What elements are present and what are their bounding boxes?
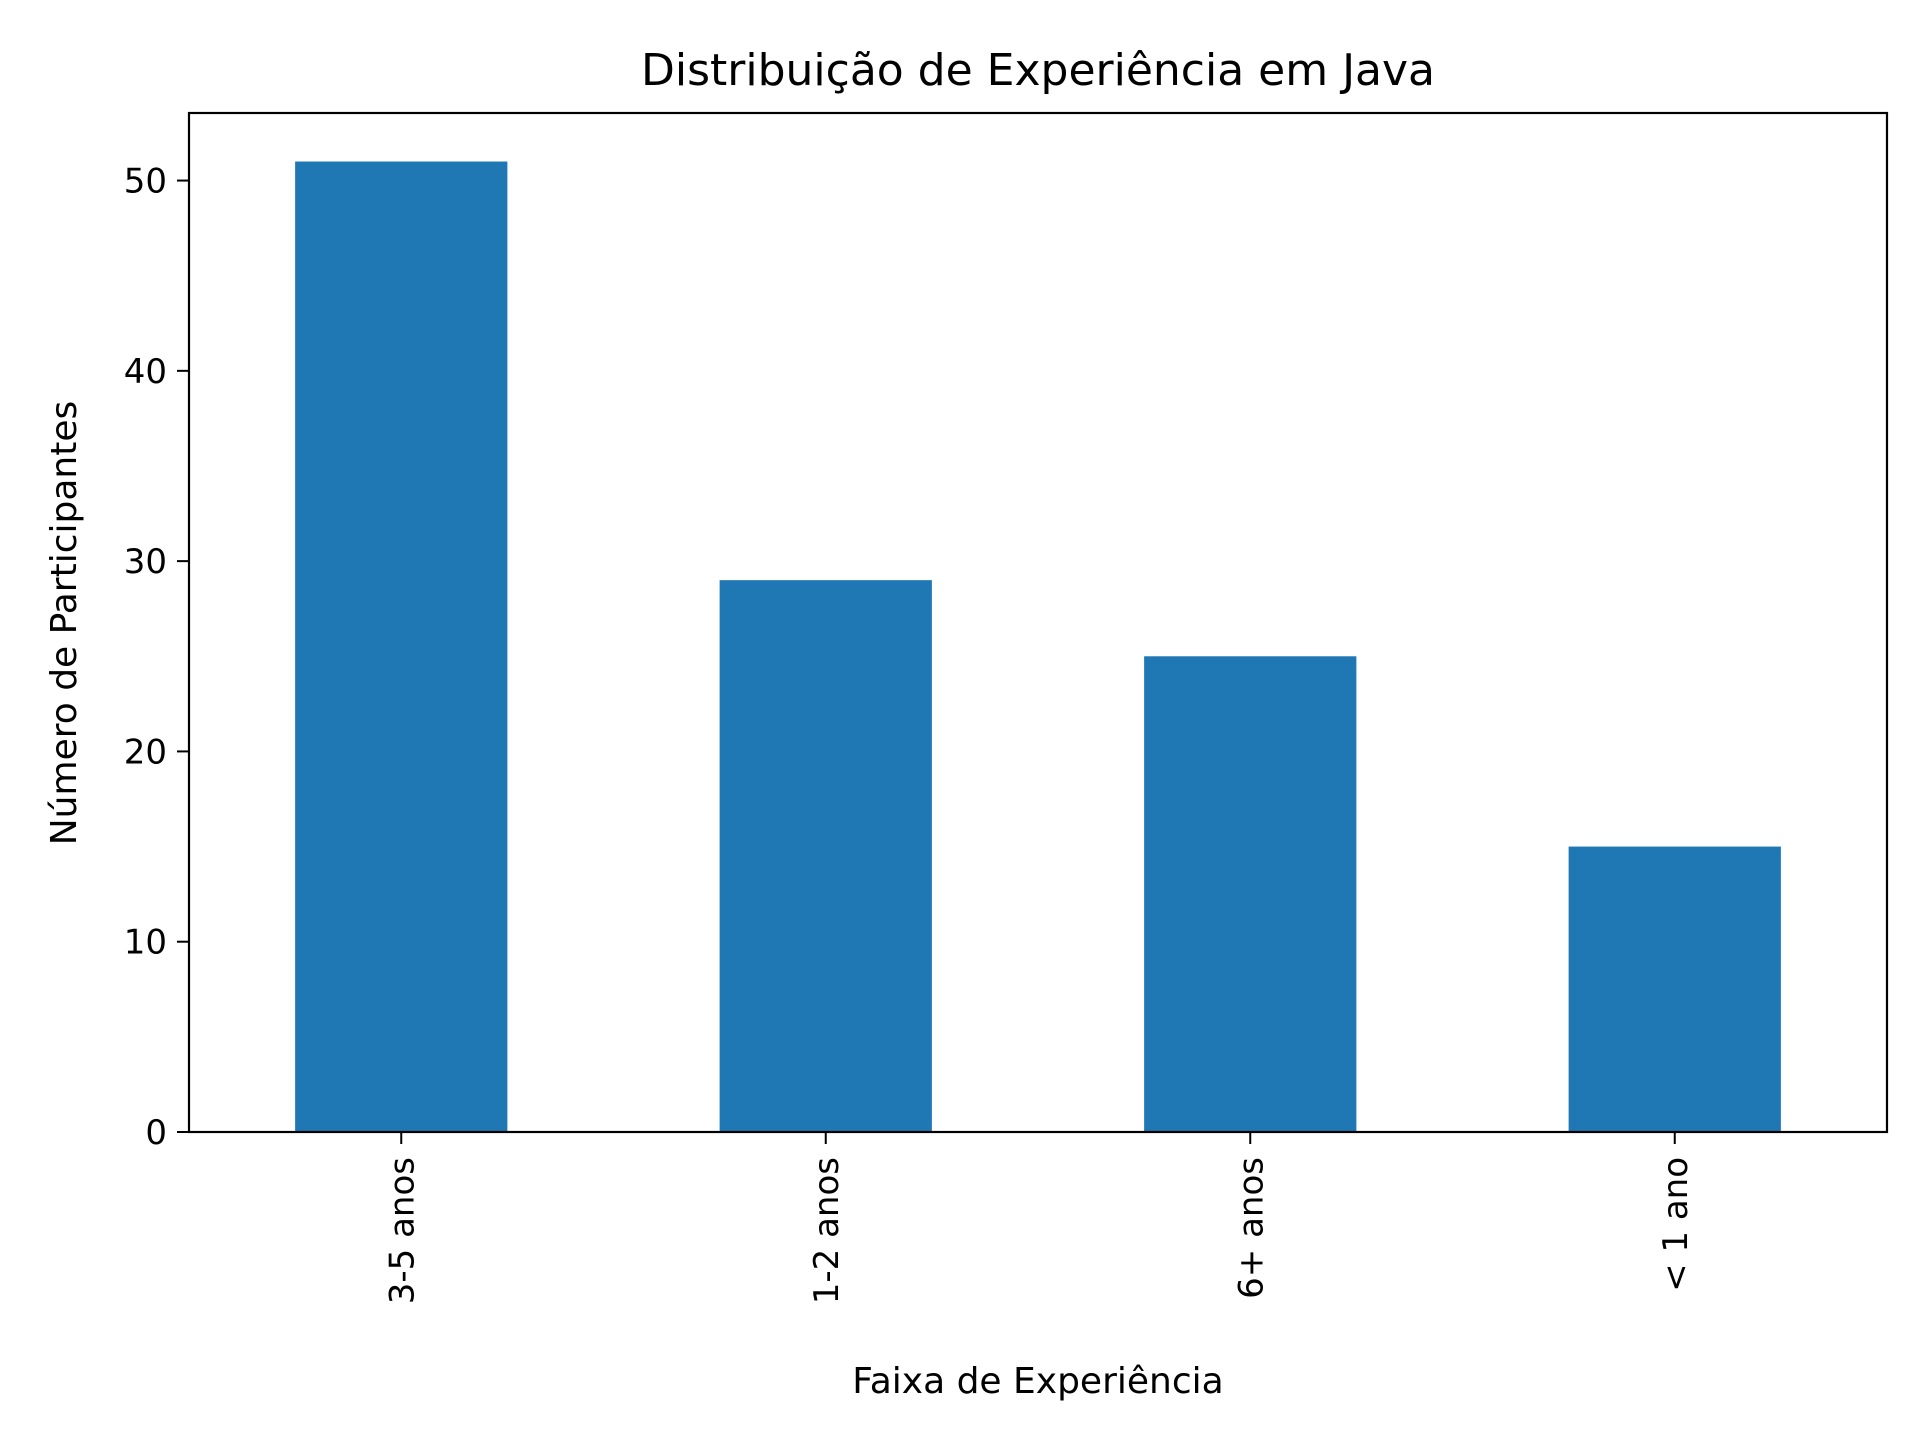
bar-1 [719,580,932,1132]
y-tick-label-4: 40 [124,352,167,392]
x-axis-ticks: 3-5 anos 1-2 anos 6+ anos < 1 ano [382,1132,1696,1304]
bar-2 [1144,656,1357,1132]
bars-group [295,161,1781,1132]
bar-0 [295,161,508,1132]
y-axis-label: Número de Participantes [44,401,85,846]
x-tick-label-1: 1-2 anos [807,1157,847,1304]
y-tick-label-3: 30 [124,542,167,582]
x-tick-label-3: < 1 ano [1656,1157,1696,1292]
plot-area-frame [187,111,1889,1134]
x-axis-label: Faixa de Experiência [852,1361,1223,1402]
bar-3 [1568,846,1781,1132]
x-tick-label-0: 3-5 anos [382,1157,422,1304]
chart-title: Distribuição de Experiência em Java [641,45,1435,96]
y-tick-label-5: 50 [124,162,167,202]
y-tick-label-2: 20 [124,732,167,772]
y-axis-ticks: 0 10 20 30 40 50 [124,162,189,1153]
y-tick-label-0: 0 [145,1113,167,1153]
y-tick-label-1: 10 [124,923,167,963]
x-tick-label-2: 6+ anos [1231,1157,1271,1299]
